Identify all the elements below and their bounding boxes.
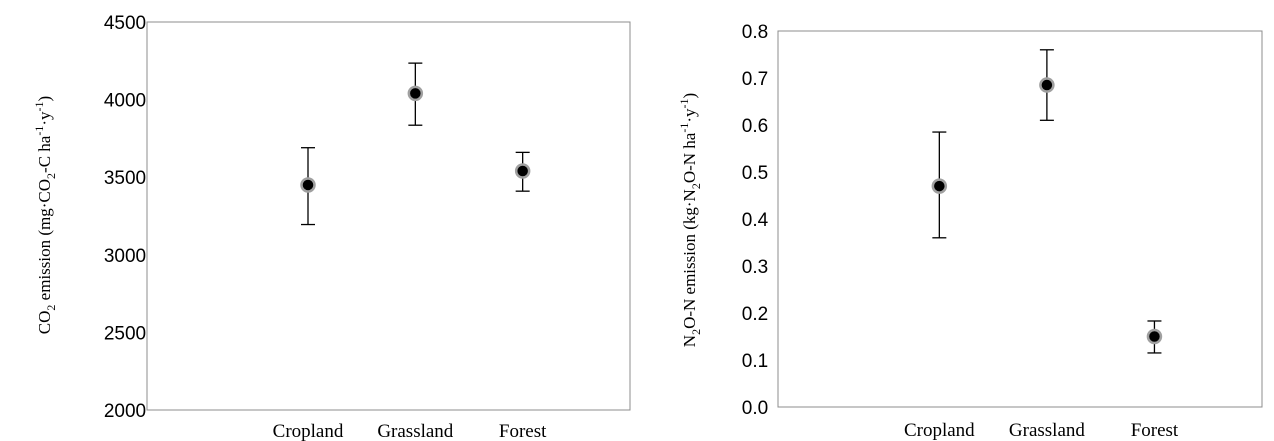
n2o-plot-frame [777,30,1263,408]
co2-y-tick-label: 4000 [104,91,146,112]
co2-y-tick-label: 3000 [104,246,146,267]
co2-x-tick-label: Grassland [377,421,453,441]
n2o-data-point [931,178,948,194]
n2o-y-tick-label: 0.6 [742,116,768,137]
n2o-data-point [1146,328,1163,345]
co2-x-tick-label: Cropland [273,421,344,441]
n2o-y-axis-label: N2O-N emission (kg·N2O-N ha-1·y-1) [677,93,703,347]
co2-chart: CO2 emission (mg·CO2-C ha-1·y-1) 2000 250… [32,13,631,441]
n2o-y-tick-label: 0.1 [742,351,768,372]
n2o-data-point [1039,77,1055,93]
co2-y-tick-label: 2000 [104,401,146,422]
n2o-chart: N2O-N emission (kg·N2O-N ha-1·y-1) 0.0 0.… [677,22,1263,441]
co2-data-point [514,163,531,179]
n2o-y-tick-label: 0.3 [742,257,768,278]
n2o-x-tick-label: Forest [1131,420,1179,441]
co2-data-point [407,85,424,102]
n2o-y-tick-label: 0.0 [742,398,768,419]
n2o-y-tick-label: 0.7 [742,69,768,90]
co2-y-tick-label: 4500 [104,13,146,34]
co2-x-tick-label: Forest [499,421,547,441]
n2o-y-tick-label: 0.8 [742,22,768,43]
co2-y-tick-label: 2500 [104,323,146,344]
co2-plot-frame [146,21,631,411]
n2o-y-tick-label: 0.5 [742,163,768,184]
co2-data-point [300,177,316,193]
n2o-y-tick-label: 0.4 [742,210,769,231]
n2o-x-tick-label: Grassland [1009,420,1085,441]
co2-y-axis-label: CO2 emission (mg·CO2-C ha-1·y-1) [32,96,58,334]
co2-y-tick-label: 3500 [104,168,146,189]
n2o-y-tick-label: 0.2 [742,304,768,325]
n2o-x-tick-label: Cropland [904,420,975,441]
